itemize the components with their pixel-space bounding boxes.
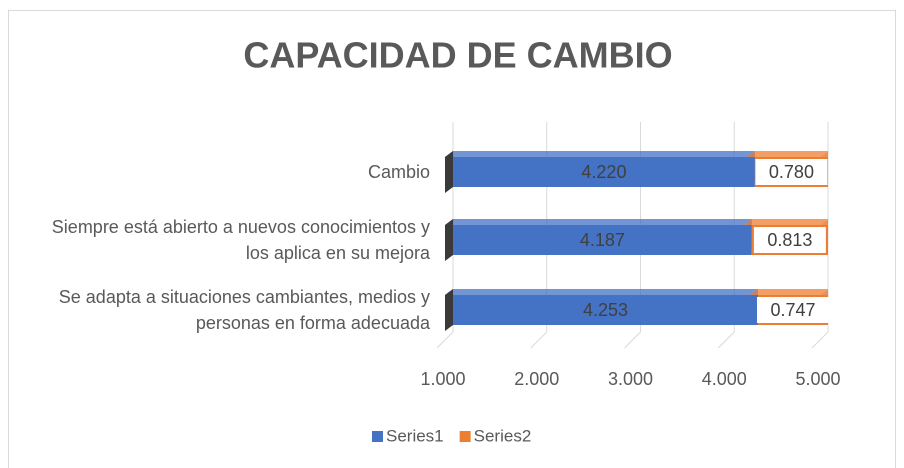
bar-face <box>746 151 828 157</box>
bar-face <box>445 289 453 331</box>
bar-segment <box>445 151 755 193</box>
grid-floor-line <box>811 331 829 349</box>
bar-face <box>746 151 755 187</box>
bar-face <box>445 219 453 261</box>
data-label-box <box>756 297 829 323</box>
bar-face <box>453 157 755 187</box>
bar-face <box>445 151 755 157</box>
legend-swatch <box>372 431 383 442</box>
data-label: 0.813 <box>767 230 812 250</box>
grid-floor-line <box>624 331 641 349</box>
y-tick-label: Cambio <box>367 162 430 182</box>
bar-face <box>749 289 828 295</box>
x-tick-label: 1.000 <box>420 369 465 389</box>
bar-face <box>445 219 752 225</box>
bar-face <box>445 289 758 295</box>
x-tick-label: 4.000 <box>702 369 747 389</box>
data-label-box <box>753 227 826 253</box>
bar-face <box>743 219 828 225</box>
grid-floor-line <box>436 331 454 349</box>
bar-face <box>743 219 752 255</box>
x-tick-label: 2.000 <box>514 369 559 389</box>
legend-label: Series1 <box>386 426 444 445</box>
bar-segment <box>445 219 752 261</box>
bar-face <box>749 289 758 325</box>
bar-face <box>453 225 752 255</box>
data-label: 4.187 <box>580 230 625 250</box>
grid-floor-line <box>530 331 548 349</box>
x-tick-label: 5.000 <box>795 369 840 389</box>
bar-face <box>445 151 453 193</box>
y-tick-label: Siempre está abierto a nuevos conocimien… <box>51 217 430 263</box>
data-label: 0.780 <box>769 162 814 182</box>
data-label: 4.220 <box>581 162 626 182</box>
x-tick-label: 3.000 <box>608 369 653 389</box>
legend-swatch <box>459 431 471 442</box>
y-tick-label: Se adapta a situaciones cambiantes, medi… <box>58 287 430 333</box>
legend-label: Series2 <box>474 426 532 445</box>
data-label: 0.747 <box>770 300 815 320</box>
bar-segment <box>445 289 758 331</box>
data-label-box <box>755 159 828 185</box>
grid-floor-line <box>717 331 735 349</box>
chart-title: CAPACIDAD DE CAMBIO <box>243 35 672 76</box>
bar-face <box>453 295 758 325</box>
data-label: 4.253 <box>583 300 628 320</box>
